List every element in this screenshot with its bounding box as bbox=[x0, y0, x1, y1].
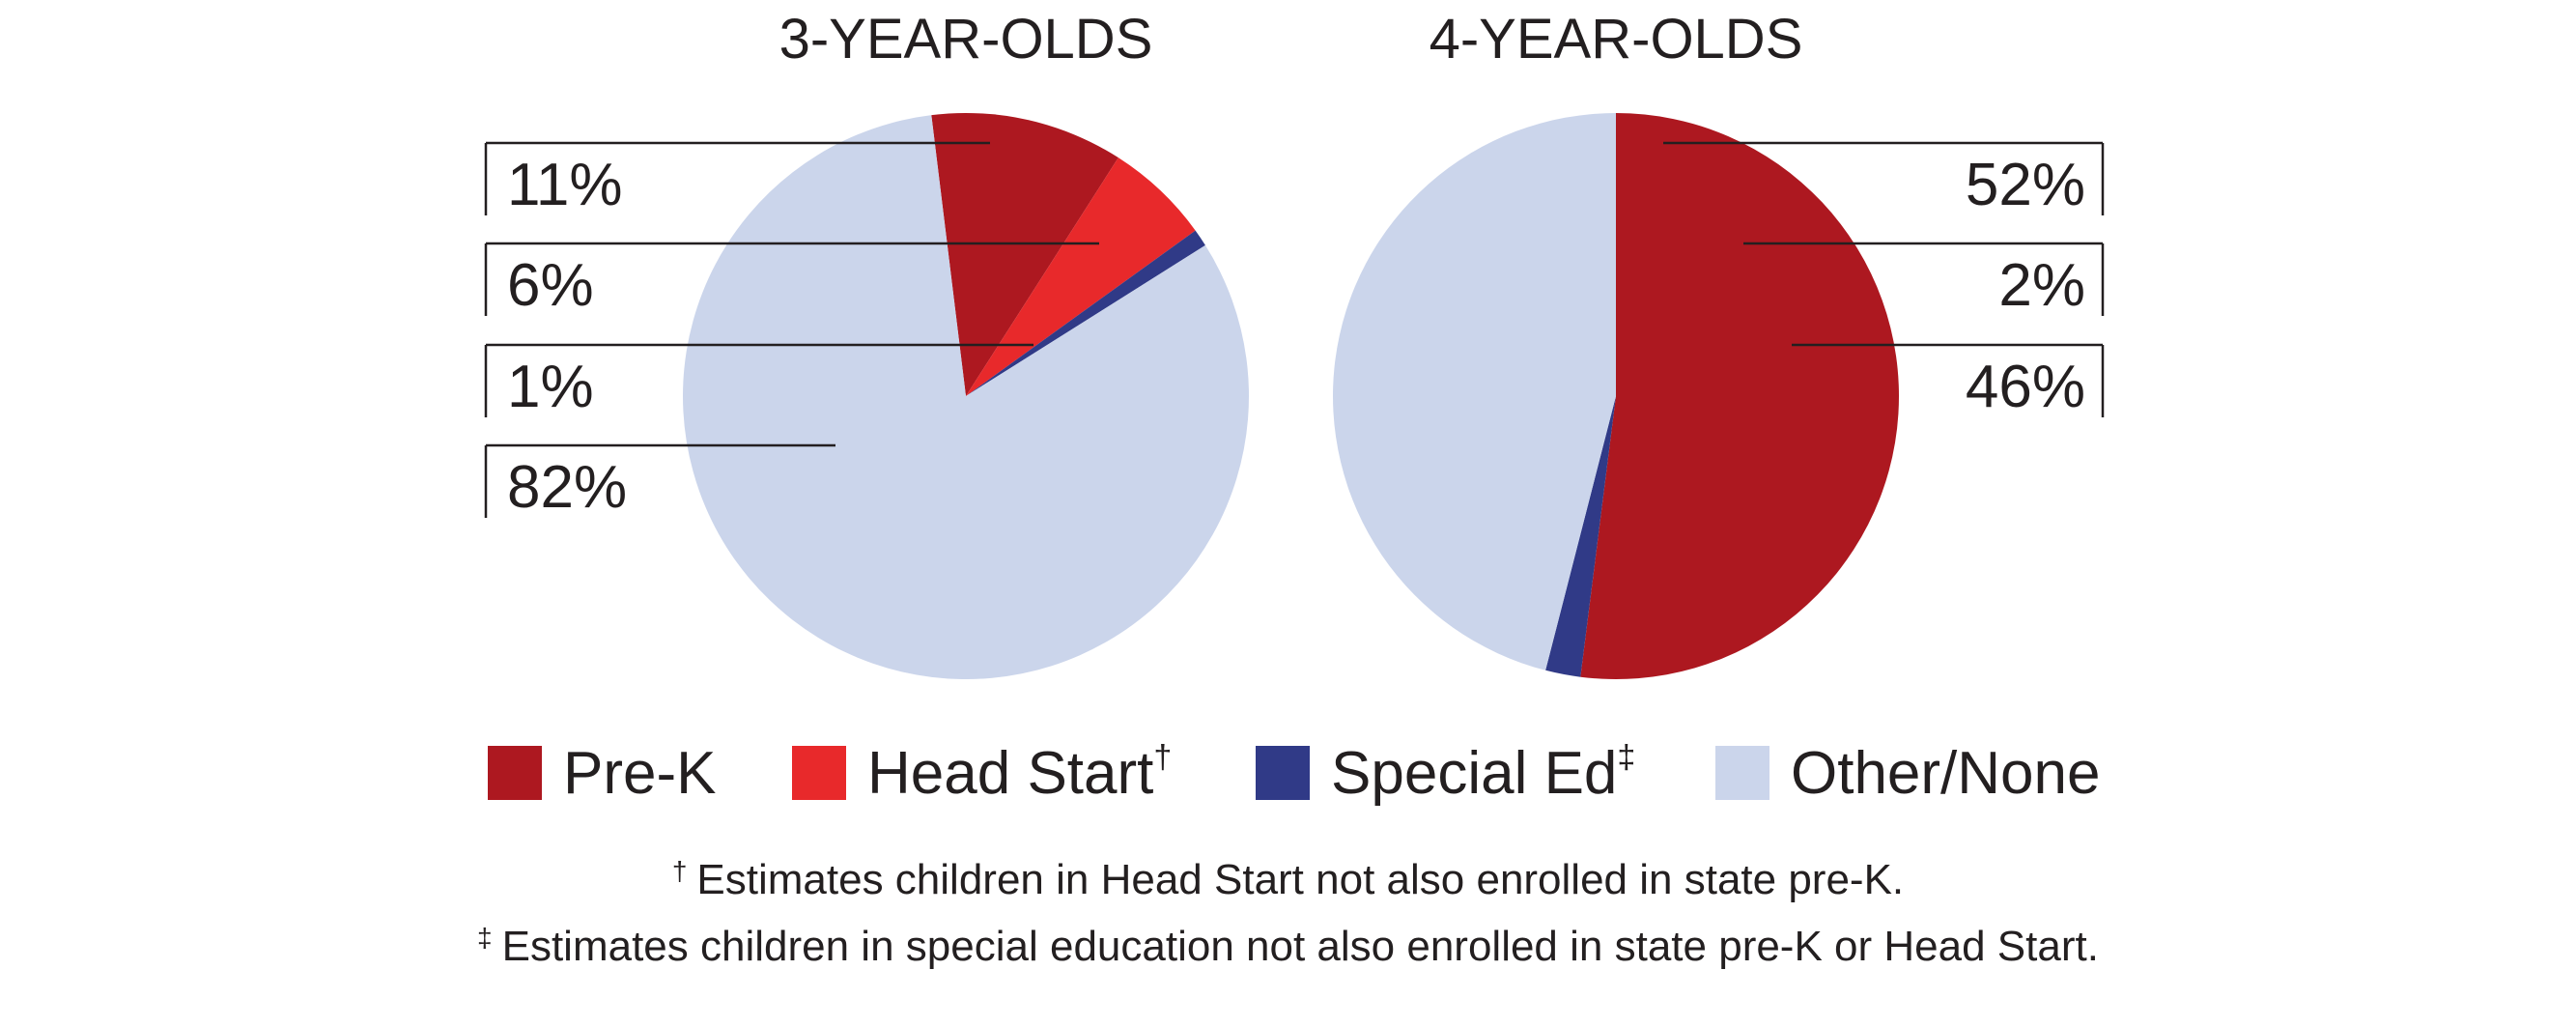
pie-slice-4yo-pre-k bbox=[1580, 113, 1899, 680]
legend-swatch-special-ed bbox=[1256, 746, 1310, 800]
legend-swatch-other-none bbox=[1715, 746, 1769, 800]
legend-swatch-pre-k bbox=[488, 746, 542, 800]
footnote-special-ed: ‡ Estimates children in special education… bbox=[0, 909, 2576, 976]
slice-label-group-3yo-other-none: 82% bbox=[484, 443, 835, 521]
pie-slice-3yo-pre-k bbox=[931, 112, 1118, 396]
legend-swatch-head-start bbox=[792, 746, 846, 800]
slice-label-4yo-special-ed: 2% bbox=[1998, 252, 2085, 319]
footnote-double-dagger-mark: ‡ bbox=[477, 923, 493, 953]
slice-label-group-3yo-special-ed: 1% bbox=[484, 343, 1033, 420]
footnote-dagger-mark: † bbox=[671, 856, 688, 886]
legend-label-head-start: Head Start† bbox=[867, 738, 1173, 807]
legend-item-head-start: Head Start† bbox=[792, 734, 1172, 812]
pie-slice-3yo-head-start bbox=[966, 157, 1196, 396]
slice-label-group-4yo-pre-k: 52% bbox=[1663, 141, 2105, 218]
footnote-head-start-text: Estimates children in Head Start not als… bbox=[696, 856, 1905, 903]
slice-label-group-3yo-pre-k: 11% bbox=[484, 141, 990, 218]
slice-label-group-3yo-head-start: 6% bbox=[484, 242, 1099, 319]
pie-slice-3yo-other-none bbox=[683, 115, 1249, 680]
legend-label-special-ed: Special Ed‡ bbox=[1331, 738, 1636, 807]
pie-slice-3yo-special-ed bbox=[966, 230, 1205, 396]
chart-title-4yo: 4-YEAR-OLDS bbox=[1430, 8, 1803, 71]
slice-label-group-4yo-other-none: 46% bbox=[1792, 343, 2105, 420]
slice-label-3yo-head-start: 6% bbox=[507, 252, 594, 319]
legend-item-pre-k: Pre-K bbox=[488, 734, 716, 812]
slice-label-3yo-pre-k: 11% bbox=[507, 152, 623, 218]
pie-slice-4yo-other-none bbox=[1333, 113, 1616, 670]
slice-label-4yo-other-none: 46% bbox=[1966, 354, 2085, 420]
chart-title-3yo: 3-YEAR-OLDS bbox=[779, 8, 1153, 71]
legend-item-special-ed: Special Ed‡ bbox=[1256, 734, 1635, 812]
legend-label-pre-k: Pre-K bbox=[563, 739, 717, 807]
pie-slice-4yo-special-ed bbox=[1545, 396, 1616, 677]
legend: Pre-K Head Start† Special Ed‡ Other/None bbox=[0, 734, 2576, 812]
footnotes: † Estimates children in Head Start not al… bbox=[0, 842, 2576, 976]
slice-label-4yo-pre-k: 52% bbox=[1966, 152, 2085, 218]
slice-label-group-4yo-special-ed: 2% bbox=[1743, 242, 2105, 319]
footnote-special-ed-text: Estimates children in special education … bbox=[501, 923, 2099, 970]
pie-charts: 3-YEAR-OLDS 11% 6% 1% 82% 4-YEAR-OLDS 52% 2% 46% bbox=[484, 8, 2105, 680]
legend-label-other-none: Other/None bbox=[1791, 739, 2101, 807]
slice-label-3yo-special-ed: 1% bbox=[507, 354, 594, 420]
slice-label-3yo-other-none: 82% bbox=[507, 454, 627, 521]
footnote-head-start: † Estimates children in Head Start not al… bbox=[0, 842, 2576, 909]
legend-item-other-none: Other/None bbox=[1715, 734, 2101, 812]
